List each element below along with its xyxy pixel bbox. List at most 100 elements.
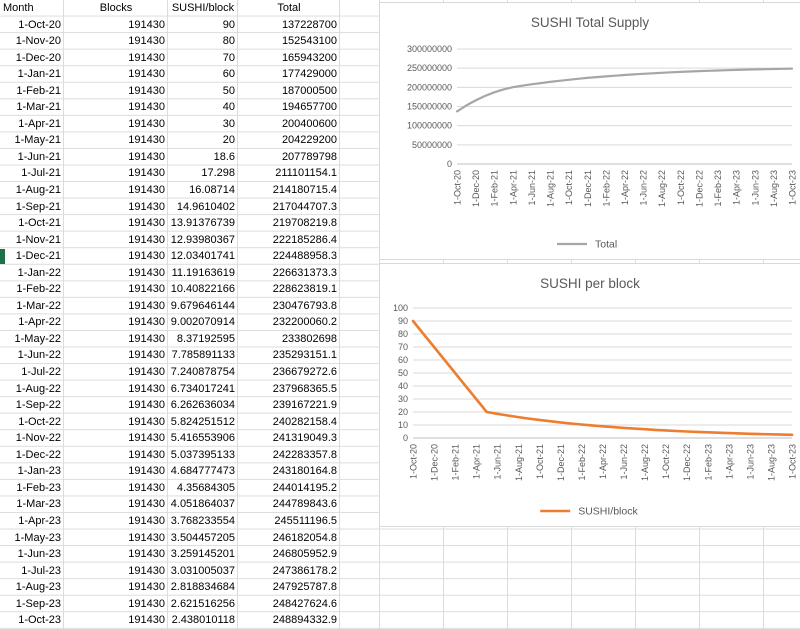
cell[interactable]: 239167221.9 <box>272 399 337 412</box>
cell[interactable]: 18.6 <box>213 150 235 163</box>
cell[interactable]: 1-Feb-21 <box>16 84 61 97</box>
cell-empty[interactable] <box>340 381 380 398</box>
cell[interactable]: 1-Jun-23 <box>17 548 61 561</box>
cell-empty[interactable] <box>340 364 380 381</box>
cell-empty[interactable] <box>340 215 380 232</box>
cell[interactable]: 241319049.3 <box>272 432 337 445</box>
cell-empty[interactable] <box>340 612 380 629</box>
cell[interactable]: 191430 <box>128 299 165 312</box>
cell-empty[interactable] <box>340 414 380 431</box>
cell[interactable]: 243180164.8 <box>272 465 337 478</box>
cell[interactable]: 1-Apr-21 <box>18 117 61 130</box>
cell[interactable]: 177429000 <box>281 68 337 81</box>
cell-empty[interactable] <box>340 530 380 547</box>
cell[interactable]: 1-Sep-22 <box>15 399 61 412</box>
cell[interactable]: 222185286.4 <box>272 233 337 246</box>
cell[interactable]: 2.438010118 <box>171 614 235 627</box>
cell[interactable]: 1-Oct-21 <box>18 217 61 230</box>
cell[interactable]: 165943200 <box>281 51 337 64</box>
cell[interactable]: 217044707.3 <box>272 200 337 213</box>
cell[interactable]: 191430 <box>128 250 165 263</box>
cell[interactable]: 214180715.4 <box>272 184 337 197</box>
cell[interactable]: 5.416553906 <box>170 432 235 445</box>
cell[interactable]: 207789798 <box>281 150 337 163</box>
cell[interactable]: 191430 <box>128 35 165 48</box>
cell[interactable]: 191430 <box>128 382 165 395</box>
cell[interactable]: 3.259145201 <box>170 548 235 561</box>
cell[interactable]: 80 <box>222 35 235 48</box>
cell[interactable]: 1-Jan-23 <box>17 465 61 478</box>
column-header-month[interactable]: Month <box>3 2 34 14</box>
cell-empty[interactable] <box>340 513 380 530</box>
cell-empty[interactable] <box>340 33 380 50</box>
cell[interactable]: 3.768233554 <box>170 514 235 527</box>
cell[interactable]: 16.08714 <box>189 184 235 197</box>
cell[interactable]: 191430 <box>128 117 165 130</box>
cell[interactable]: 194657700 <box>281 101 337 114</box>
cell-empty[interactable] <box>340 331 380 348</box>
cell[interactable]: 191430 <box>128 349 165 362</box>
cell[interactable]: 6.262636034 <box>170 399 235 412</box>
cell[interactable]: 1-Nov-21 <box>15 233 61 246</box>
cell[interactable]: 152543100 <box>281 35 337 48</box>
cell-empty[interactable] <box>340 182 380 199</box>
cell[interactable]: 20 <box>222 134 235 147</box>
cell-empty[interactable] <box>340 265 380 282</box>
cell-empty[interactable] <box>340 430 380 447</box>
cell-empty[interactable] <box>340 546 380 563</box>
cell[interactable]: 191430 <box>128 448 165 461</box>
cell[interactable]: 211101154.1 <box>275 167 337 180</box>
cell[interactable]: 191430 <box>128 184 165 197</box>
cell-empty[interactable] <box>340 463 380 480</box>
cell[interactable]: 191430 <box>128 597 165 610</box>
cell[interactable]: 10.40822166 <box>170 283 235 296</box>
cell[interactable]: 191430 <box>128 18 165 31</box>
cell[interactable]: 1-Feb-23 <box>16 481 61 494</box>
cell[interactable]: 1-Apr-23 <box>18 514 61 527</box>
cell[interactable]: 191430 <box>128 217 165 230</box>
cell-empty[interactable] <box>340 281 380 298</box>
cell[interactable]: 1-Mar-23 <box>16 498 61 511</box>
cell[interactable]: 204229200 <box>281 134 337 147</box>
cell-empty[interactable] <box>340 298 380 315</box>
cell[interactable]: 248894332.9 <box>272 614 337 627</box>
cell-empty[interactable] <box>340 447 380 464</box>
cell[interactable]: 3.504457205 <box>170 531 235 544</box>
cell[interactable]: 8.37192595 <box>176 332 235 345</box>
cell[interactable]: 1-Jun-21 <box>17 150 61 163</box>
cell[interactable]: 12.03401741 <box>170 250 235 263</box>
cell[interactable]: 191430 <box>128 581 165 594</box>
cell[interactable]: 1-Jul-22 <box>21 366 61 379</box>
cell[interactable]: 191430 <box>128 266 165 279</box>
cell[interactable]: 191430 <box>128 200 165 213</box>
cell[interactable]: 235293151.1 <box>272 349 337 362</box>
cell[interactable]: 5.824251512 <box>170 415 235 428</box>
cell-empty[interactable] <box>340 232 380 249</box>
cell[interactable]: 228623819.1 <box>272 283 337 296</box>
cell[interactable]: 1-Oct-20 <box>18 18 61 31</box>
cell[interactable]: 7.785891133 <box>171 349 235 362</box>
cell[interactable]: 12.93980367 <box>170 233 235 246</box>
cell[interactable]: 9.002070914 <box>170 316 235 329</box>
cell-empty[interactable] <box>340 496 380 513</box>
cell[interactable]: 4.051864037 <box>170 498 235 511</box>
cell[interactable]: 191430 <box>128 134 165 147</box>
cell[interactable]: 191430 <box>128 68 165 81</box>
cell[interactable]: 240282158.4 <box>272 415 337 428</box>
cell-empty[interactable] <box>340 579 380 596</box>
cell[interactable]: 247925787.8 <box>272 581 337 594</box>
cell[interactable]: 233802698 <box>281 332 337 345</box>
cell-empty[interactable] <box>340 116 380 133</box>
cell[interactable]: 191430 <box>128 614 165 627</box>
cell[interactable]: 1-Jun-22 <box>17 349 61 362</box>
cell-empty[interactable] <box>340 66 380 83</box>
cell[interactable]: 5.037395133 <box>170 448 235 461</box>
chart-total-supply[interactable]: SUSHI Total Supply 0 50000000 100000000 1500… <box>379 2 800 260</box>
cell[interactable]: 248427624.6 <box>272 597 337 610</box>
cell[interactable]: 244014195.2 <box>272 481 337 494</box>
cell-empty[interactable] <box>340 596 380 613</box>
cell-empty[interactable] <box>340 314 380 331</box>
cell[interactable]: 1-May-21 <box>14 134 61 147</box>
cell[interactable]: 4.35684305 <box>176 481 235 494</box>
cell[interactable]: 191430 <box>128 465 165 478</box>
